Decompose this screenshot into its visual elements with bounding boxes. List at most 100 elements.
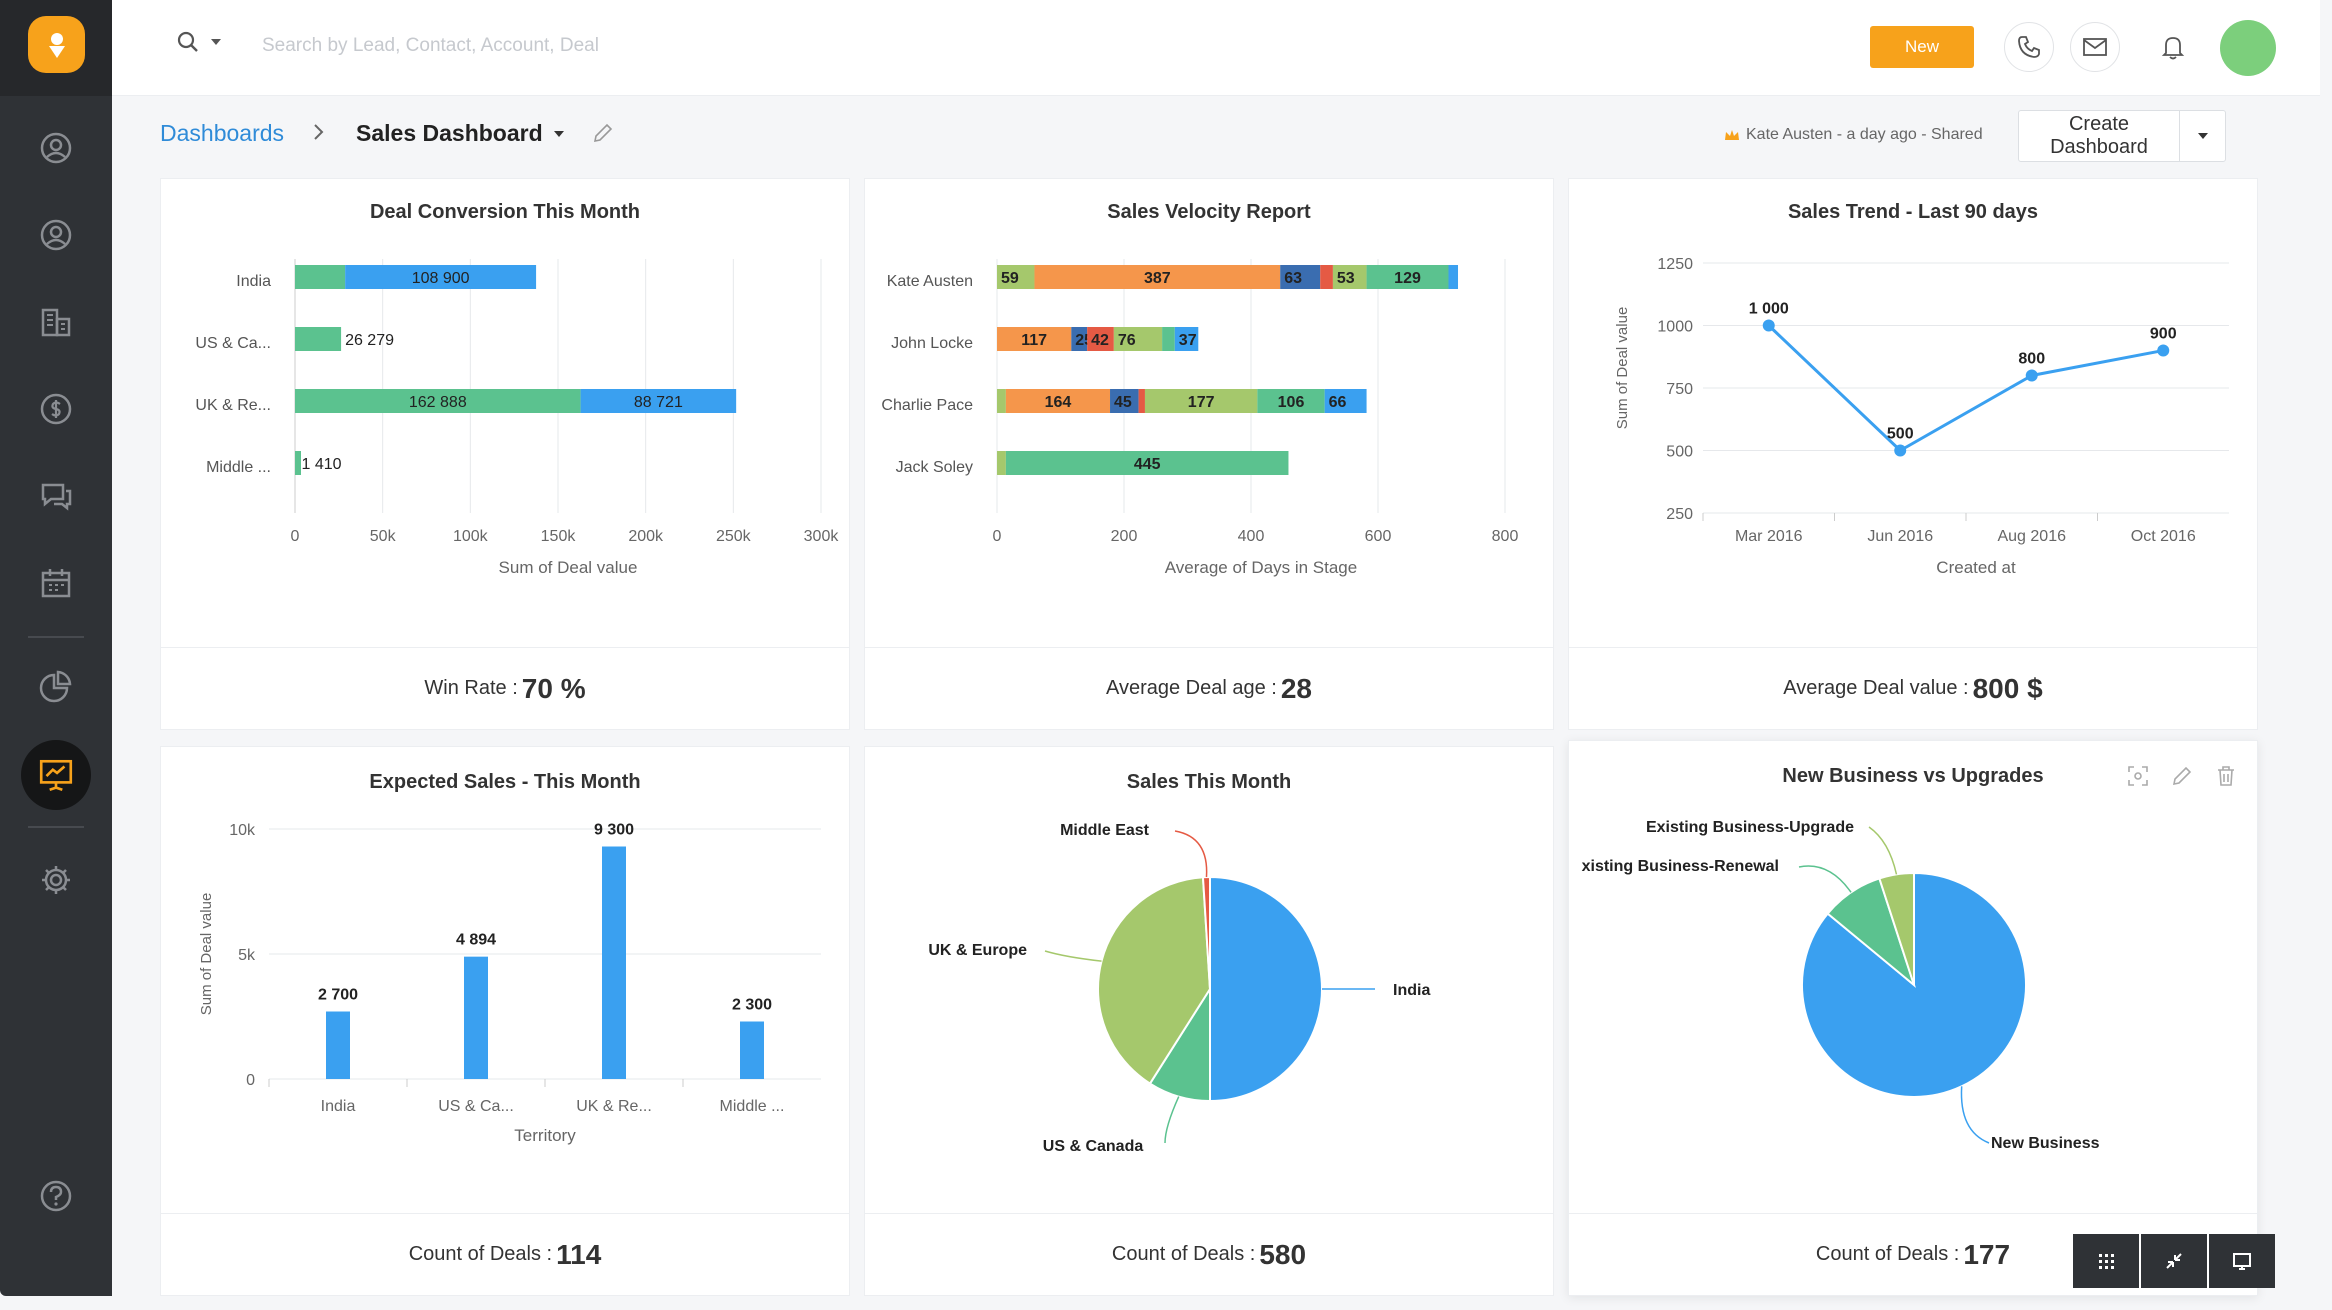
x-tick-label: 0 xyxy=(993,528,1002,545)
new-button[interactable]: New xyxy=(1870,26,1974,68)
crown-icon xyxy=(1725,130,1739,140)
mail-icon xyxy=(2083,38,2107,56)
breadcrumb-dashboards-link[interactable]: Dashboards xyxy=(160,120,285,146)
panel-title: New Business vs Upgrades xyxy=(1782,765,2044,787)
x-tick-label: Aug 2016 xyxy=(1997,528,2066,545)
bar-segment xyxy=(1280,265,1321,289)
x-tick-label: 50k xyxy=(370,528,397,545)
create-dashboard-label: Create Dashboard xyxy=(2050,113,2148,158)
data-label: 88 721 xyxy=(634,394,683,411)
y-tick-label: 1250 xyxy=(1657,256,1693,273)
bar-segment xyxy=(1005,389,1111,413)
bar-segment xyxy=(997,327,1072,351)
sidebar-item-dashboards[interactable] xyxy=(21,740,91,810)
panel-sales-velocity: Sales Velocity Report 0 200 400 600 800 Kate … xyxy=(864,178,1554,730)
pie-chart-icon xyxy=(39,670,72,703)
expand-icon[interactable] xyxy=(2127,765,2149,787)
data-label: 63 xyxy=(1284,270,1302,287)
footer-label: Count of Deals : xyxy=(1111,1243,1256,1265)
y-tick-label: 5k xyxy=(238,947,256,964)
x-tick-label: 300k xyxy=(804,528,840,545)
dashboard-selector[interactable]: Sales Dashboard xyxy=(356,120,565,147)
collapse-button[interactable] xyxy=(2141,1234,2207,1288)
series-line xyxy=(1767,324,2164,453)
create-dashboard-dropdown[interactable] xyxy=(2179,111,2225,161)
data-label: 387 xyxy=(1144,270,1171,287)
leader-line xyxy=(1868,826,1898,875)
app-logo[interactable] xyxy=(28,16,85,73)
trash-icon[interactable] xyxy=(2215,765,2237,787)
data-label: 117 xyxy=(1021,332,1047,349)
mail-button[interactable] xyxy=(2070,22,2120,72)
data-label: 2 700 xyxy=(318,987,358,1004)
footer-label: Count of Deals : xyxy=(1815,1243,1960,1265)
pencil-icon[interactable] xyxy=(2171,765,2193,787)
footer-label: Count of Deals : xyxy=(408,1243,553,1265)
x-axis-label: Territory xyxy=(514,1126,576,1145)
search-input[interactable] xyxy=(262,26,862,66)
breadcrumb-separator xyxy=(312,122,326,148)
x-tick-label: 600 xyxy=(1365,528,1392,545)
contact-icon xyxy=(40,219,72,251)
call-button[interactable] xyxy=(2004,22,2054,72)
search-scope-dropdown[interactable] xyxy=(176,30,222,54)
pie-slice xyxy=(1878,871,1915,986)
panel-footer: Win Rate : 70 % xyxy=(161,647,849,729)
sidebar-item-reports[interactable] xyxy=(36,667,76,707)
x-tick-label: India xyxy=(321,1098,356,1115)
sidebar-item-leads[interactable] xyxy=(36,128,76,168)
slice-label: US & Canada xyxy=(1043,1138,1144,1155)
bell-icon xyxy=(2161,37,2185,60)
x-tick-label: 0 xyxy=(291,528,300,545)
sidebar-item-contacts[interactable] xyxy=(36,215,76,255)
present-button[interactable] xyxy=(2209,1234,2275,1288)
panel-title: Sales Trend - Last 90 days xyxy=(1787,201,2039,223)
panel-footer: Average Deal age : 28 xyxy=(865,647,1553,729)
panel-footer: Count of Deals : 177 xyxy=(1569,1213,2257,1295)
shared-text: Kate Austen - a day ago - Shared xyxy=(1746,126,1983,143)
user-avatar[interactable] xyxy=(2220,20,2276,76)
leader-line xyxy=(1044,950,1102,962)
sales-velocity-chart: 0 200 400 600 800 Kate Austen 59 387 63 53 129 John… xyxy=(881,259,1518,577)
sidebar-item-accounts[interactable] xyxy=(36,302,76,342)
sidebar-item-deals[interactable] xyxy=(36,389,76,429)
breadcrumb: Dashboards Sales Dashboard Kate Austen -… xyxy=(112,96,2320,176)
panel-footer: Count of Deals : 580 xyxy=(865,1213,1553,1295)
panel-title: Deal Conversion This Month xyxy=(369,201,641,223)
help-icon xyxy=(40,1180,72,1212)
data-label: 76 xyxy=(1118,332,1136,349)
panel-footer: Average Deal value : 800 $ xyxy=(1569,647,2257,729)
collapse-icon xyxy=(2166,1253,2182,1269)
pie-slice xyxy=(1201,875,1211,990)
bar-segment xyxy=(1144,389,1258,413)
edit-dashboard-button[interactable] xyxy=(592,122,614,149)
x-tick-label: UK & Re... xyxy=(576,1098,652,1115)
y-tick-label: 750 xyxy=(1666,381,1693,398)
footer-label: Win Rate : xyxy=(424,677,518,699)
bar-segment xyxy=(1110,389,1139,413)
bar-segment xyxy=(295,265,346,289)
footer-label: Average Deal age : xyxy=(1105,677,1277,699)
y-tick-label: 500 xyxy=(1666,444,1693,461)
sidebar-item-chats[interactable] xyxy=(36,476,76,516)
bar xyxy=(740,1021,764,1079)
bar xyxy=(602,846,626,1079)
sidebar-item-calendar[interactable] xyxy=(36,563,76,603)
grid-view-button[interactable] xyxy=(2073,1234,2139,1288)
sidebar-item-settings[interactable] xyxy=(36,860,76,900)
bar-segment xyxy=(295,451,301,475)
create-dashboard-button[interactable]: Create Dashboard xyxy=(2018,110,2226,162)
data-label: 9 300 xyxy=(594,822,634,839)
panel-title: Sales Velocity Report xyxy=(1107,201,1311,223)
bar-segment xyxy=(997,451,1006,475)
dollar-icon xyxy=(40,393,72,425)
sidebar-item-help[interactable] xyxy=(36,1176,76,1216)
bar-segment xyxy=(1332,265,1367,289)
data-label: 26 279 xyxy=(345,332,394,349)
slice-label: UK & Europe xyxy=(928,942,1027,959)
footer-value: 114 xyxy=(556,1238,602,1270)
chevron-right-icon xyxy=(314,124,324,140)
notifications-button[interactable] xyxy=(2148,22,2198,72)
x-axis-label: Sum of Deal value xyxy=(499,558,638,577)
y-tick-label: UK & Re... xyxy=(195,397,271,414)
